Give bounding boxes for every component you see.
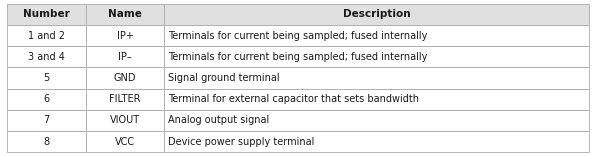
Text: 1 and 2: 1 and 2 [28, 31, 65, 41]
Text: Device power supply terminal: Device power supply terminal [168, 136, 314, 146]
Bar [164, 110, 589, 131]
Bar [164, 131, 589, 152]
Bar [164, 46, 589, 67]
Bar [7, 67, 86, 89]
Bar [86, 131, 164, 152]
Text: Description: Description [343, 10, 410, 20]
Text: 6: 6 [44, 94, 49, 104]
Text: 8: 8 [44, 136, 49, 146]
Bar [164, 67, 589, 89]
Text: Signal ground terminal: Signal ground terminal [168, 73, 280, 83]
Text: 3 and 4: 3 and 4 [28, 52, 65, 62]
Text: Name: Name [108, 10, 142, 20]
Bar [86, 89, 164, 110]
Bar [86, 4, 164, 25]
Text: FILTER: FILTER [109, 94, 141, 104]
Bar [7, 25, 86, 46]
Bar [7, 110, 86, 131]
Text: 7: 7 [44, 115, 49, 125]
Bar [7, 4, 86, 25]
Bar [86, 67, 164, 89]
Bar [7, 89, 86, 110]
Text: GND: GND [114, 73, 136, 83]
Text: Number: Number [23, 10, 70, 20]
Bar [164, 25, 589, 46]
Text: Terminal for external capacitor that sets bandwidth: Terminal for external capacitor that set… [168, 94, 419, 104]
Text: IP+: IP+ [116, 31, 134, 41]
Text: IP–: IP– [118, 52, 132, 62]
Bar [164, 4, 589, 25]
Bar [164, 89, 589, 110]
Bar [7, 46, 86, 67]
Text: VCC: VCC [115, 136, 135, 146]
Text: 5: 5 [44, 73, 49, 83]
Bar [7, 131, 86, 152]
Text: VIOUT: VIOUT [110, 115, 140, 125]
Bar [86, 110, 164, 131]
Text: Terminals for current being sampled; fused internally: Terminals for current being sampled; fus… [168, 52, 427, 62]
Bar [86, 46, 164, 67]
Text: Terminals for current being sampled; fused internally: Terminals for current being sampled; fus… [168, 31, 427, 41]
Text: Analog output signal: Analog output signal [168, 115, 269, 125]
Bar [86, 25, 164, 46]
